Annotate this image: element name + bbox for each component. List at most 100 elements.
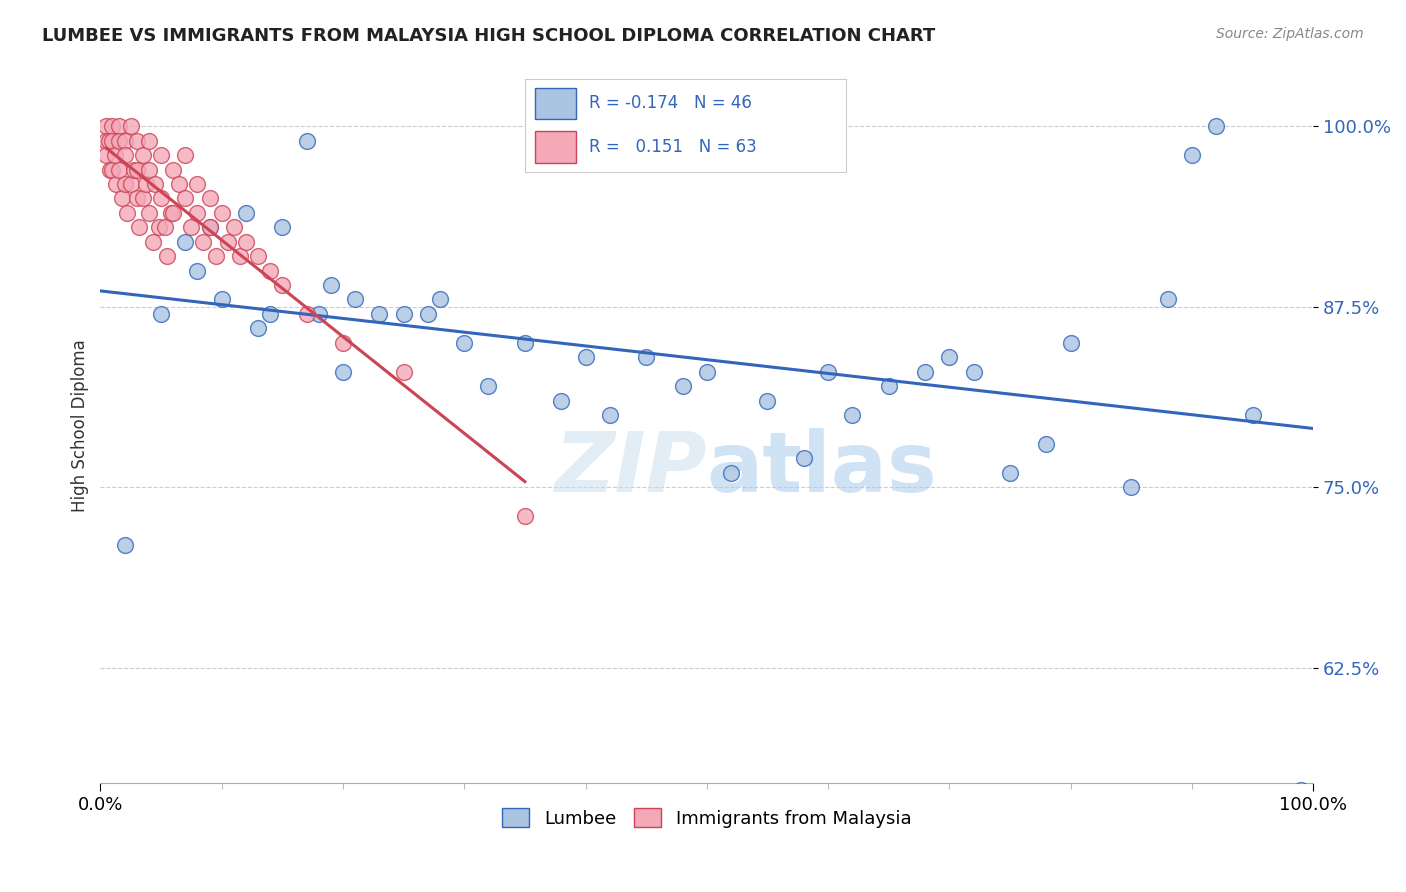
Point <box>198 220 221 235</box>
Point <box>295 307 318 321</box>
Point <box>138 162 160 177</box>
Point <box>148 220 170 235</box>
Point <box>247 321 270 335</box>
Point <box>162 206 184 220</box>
Point <box>114 177 136 191</box>
Point <box>186 177 208 191</box>
Point <box>368 307 391 321</box>
Point <box>150 307 173 321</box>
Point <box>107 134 129 148</box>
Point <box>124 162 146 177</box>
Point <box>1060 335 1083 350</box>
Point <box>550 393 572 408</box>
Point <box>150 191 173 205</box>
Point <box>259 307 281 321</box>
Point <box>1289 783 1312 797</box>
Point <box>125 162 148 177</box>
Point <box>914 365 936 379</box>
Point <box>111 191 134 205</box>
Point <box>271 278 294 293</box>
Point <box>222 220 245 235</box>
Point <box>101 162 124 177</box>
Point <box>115 206 138 220</box>
Point <box>114 538 136 552</box>
Point <box>1241 408 1264 422</box>
Point <box>128 220 150 235</box>
Point <box>107 162 129 177</box>
Point <box>235 206 257 220</box>
Point <box>247 249 270 263</box>
Point <box>344 293 367 307</box>
Point <box>120 177 142 191</box>
Point <box>96 134 118 148</box>
Point <box>671 379 693 393</box>
Point <box>143 177 166 191</box>
Point <box>132 191 155 205</box>
Point <box>98 162 121 177</box>
Point <box>271 220 294 235</box>
Point <box>107 120 129 134</box>
Point <box>186 263 208 277</box>
Point <box>574 350 596 364</box>
Point <box>174 148 197 162</box>
Point <box>793 451 815 466</box>
Point <box>114 148 136 162</box>
Point <box>97 134 120 148</box>
Point <box>162 162 184 177</box>
Point <box>332 365 354 379</box>
Point <box>308 307 330 321</box>
Point <box>104 148 127 162</box>
Point <box>96 120 118 134</box>
Point <box>101 120 124 134</box>
Point <box>513 508 536 523</box>
Point <box>153 220 176 235</box>
Point <box>1181 148 1204 162</box>
Point <box>159 206 181 220</box>
Point <box>332 335 354 350</box>
Point <box>453 335 475 350</box>
Point <box>141 235 163 249</box>
Point <box>1121 480 1143 494</box>
Point <box>259 263 281 277</box>
Point <box>120 120 142 134</box>
Point <box>696 365 718 379</box>
Point <box>392 365 415 379</box>
Text: LUMBEE VS IMMIGRANTS FROM MALAYSIA HIGH SCHOOL DIPLOMA CORRELATION CHART: LUMBEE VS IMMIGRANTS FROM MALAYSIA HIGH … <box>42 27 935 45</box>
Point <box>392 307 415 321</box>
Point <box>105 177 128 191</box>
Point <box>1035 437 1057 451</box>
Point <box>1205 120 1227 134</box>
Point <box>817 365 839 379</box>
Y-axis label: High School Diploma: High School Diploma <box>72 340 89 512</box>
Point <box>429 293 451 307</box>
Text: Source: ZipAtlas.com: Source: ZipAtlas.com <box>1216 27 1364 41</box>
Point <box>756 393 779 408</box>
Point <box>132 148 155 162</box>
Point <box>125 191 148 205</box>
Point <box>877 379 900 393</box>
Point <box>167 177 190 191</box>
Point <box>229 249 252 263</box>
Point <box>998 466 1021 480</box>
Point <box>180 220 202 235</box>
Point <box>841 408 863 422</box>
Point <box>101 134 124 148</box>
Point <box>156 249 179 263</box>
Point <box>138 206 160 220</box>
Point <box>295 134 318 148</box>
Point <box>477 379 499 393</box>
Point <box>1157 293 1180 307</box>
Point <box>217 235 239 249</box>
Point <box>125 134 148 148</box>
Point <box>235 235 257 249</box>
Point <box>198 191 221 205</box>
Point <box>963 365 986 379</box>
Point <box>138 134 160 148</box>
Point <box>174 191 197 205</box>
Text: atlas: atlas <box>707 428 938 509</box>
Point <box>96 148 118 162</box>
Point <box>513 335 536 350</box>
Point <box>198 220 221 235</box>
Point <box>193 235 215 249</box>
Point <box>319 278 342 293</box>
